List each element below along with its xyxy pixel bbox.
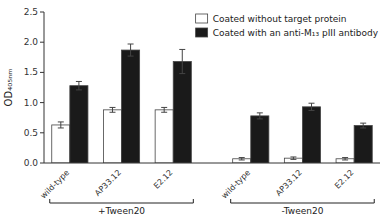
error-bar [360, 123, 366, 128]
error-line [182, 49, 183, 73]
bar [155, 110, 173, 163]
error-bar [290, 157, 296, 159]
error-bar [161, 107, 167, 112]
bracket-line [50, 203, 194, 204]
error-line [78, 81, 79, 89]
bracket-end [230, 199, 231, 203]
legend-label: Coated without target protein [213, 14, 347, 24]
error-cap [58, 121, 64, 122]
y-axis [44, 12, 45, 163]
error-bar [309, 103, 315, 110]
error-cap [239, 157, 245, 158]
bracket-end [49, 199, 50, 203]
y-tick-label: 1.0 [24, 98, 39, 108]
error-cap [76, 89, 82, 90]
bar [122, 50, 140, 163]
bar [52, 125, 70, 163]
error-cap [161, 107, 167, 108]
error-cap [257, 112, 263, 113]
bracket-end [374, 199, 375, 203]
error-cap [109, 112, 115, 113]
y-tick [40, 163, 44, 164]
error-bar [179, 49, 185, 73]
error-bar [58, 122, 64, 128]
y-tick-label: 2.5 [24, 7, 38, 17]
error-cap [76, 81, 82, 82]
error-bar [257, 113, 263, 119]
error-line [363, 123, 364, 128]
error-cap [128, 56, 134, 57]
error-cap [58, 127, 64, 128]
x-axis [44, 163, 380, 164]
bar [70, 86, 88, 163]
bar [103, 110, 121, 163]
error-bar [239, 158, 245, 160]
x-tick-label: E2.12 [152, 168, 175, 191]
error-bar [109, 107, 115, 112]
y-axis-label: OD₄₀₅ₙₘ [3, 69, 14, 107]
error-cap [342, 159, 348, 160]
y-tick [40, 132, 44, 133]
error-bar [76, 81, 82, 89]
bar [354, 126, 372, 163]
bar [284, 158, 302, 163]
bracket-end [193, 199, 194, 203]
x-tick-label: AP33.12 [93, 168, 123, 198]
bar [251, 116, 269, 163]
error-bar [342, 158, 348, 160]
error-line [112, 107, 113, 112]
error-cap [290, 159, 296, 160]
error-bar [128, 44, 134, 56]
legend-swatch [196, 28, 208, 37]
error-line [130, 44, 131, 56]
error-cap [179, 73, 185, 74]
chart: 0.0 0.5 1.0 1.5 2.0 2.5 OD₄₀₅ₙₘ wild-type AP33.1… [0, 0, 390, 221]
plot-area [52, 44, 372, 163]
error-cap [309, 103, 315, 104]
error-cap [239, 159, 245, 160]
error-cap [257, 118, 263, 119]
y-tick-label: 1.5 [24, 67, 38, 77]
group-label: -Tween20 [281, 206, 323, 216]
error-cap [161, 112, 167, 113]
error-cap [179, 49, 185, 50]
legend: Coated without target protein Coated with… [196, 14, 379, 38]
group-bracket [50, 199, 194, 203]
error-cap [360, 127, 366, 128]
legend-swatch [196, 14, 208, 23]
group-bracket [231, 199, 375, 203]
error-cap [109, 107, 115, 108]
y-tick [40, 72, 44, 73]
group-label: +Tween20 [98, 206, 145, 216]
error-line [60, 122, 61, 128]
error-cap [309, 110, 315, 111]
error-line [164, 107, 165, 112]
error-line [259, 113, 260, 119]
y-tick [40, 42, 44, 43]
x-tick-label: wild-type [220, 168, 252, 200]
x-tick-label: AP33.12 [274, 168, 304, 198]
y-tick-label: 0.0 [24, 158, 39, 168]
y-tick [40, 12, 44, 13]
error-cap [342, 157, 348, 158]
error-cap [290, 156, 296, 157]
x-tick-label: E2.12 [333, 168, 356, 191]
bracket-line [231, 203, 375, 204]
bar [302, 107, 320, 163]
bar [173, 62, 191, 163]
legend-label: Coated with an anti-M₁₃ pIII antibody [213, 28, 379, 38]
error-cap [128, 44, 134, 45]
error-line [311, 103, 312, 110]
x-tick-label: wild-type [39, 168, 71, 200]
error-cap [360, 123, 366, 124]
y-tick-label: 0.5 [24, 128, 38, 138]
y-tick [40, 102, 44, 103]
y-tick-label: 2.0 [24, 37, 39, 47]
